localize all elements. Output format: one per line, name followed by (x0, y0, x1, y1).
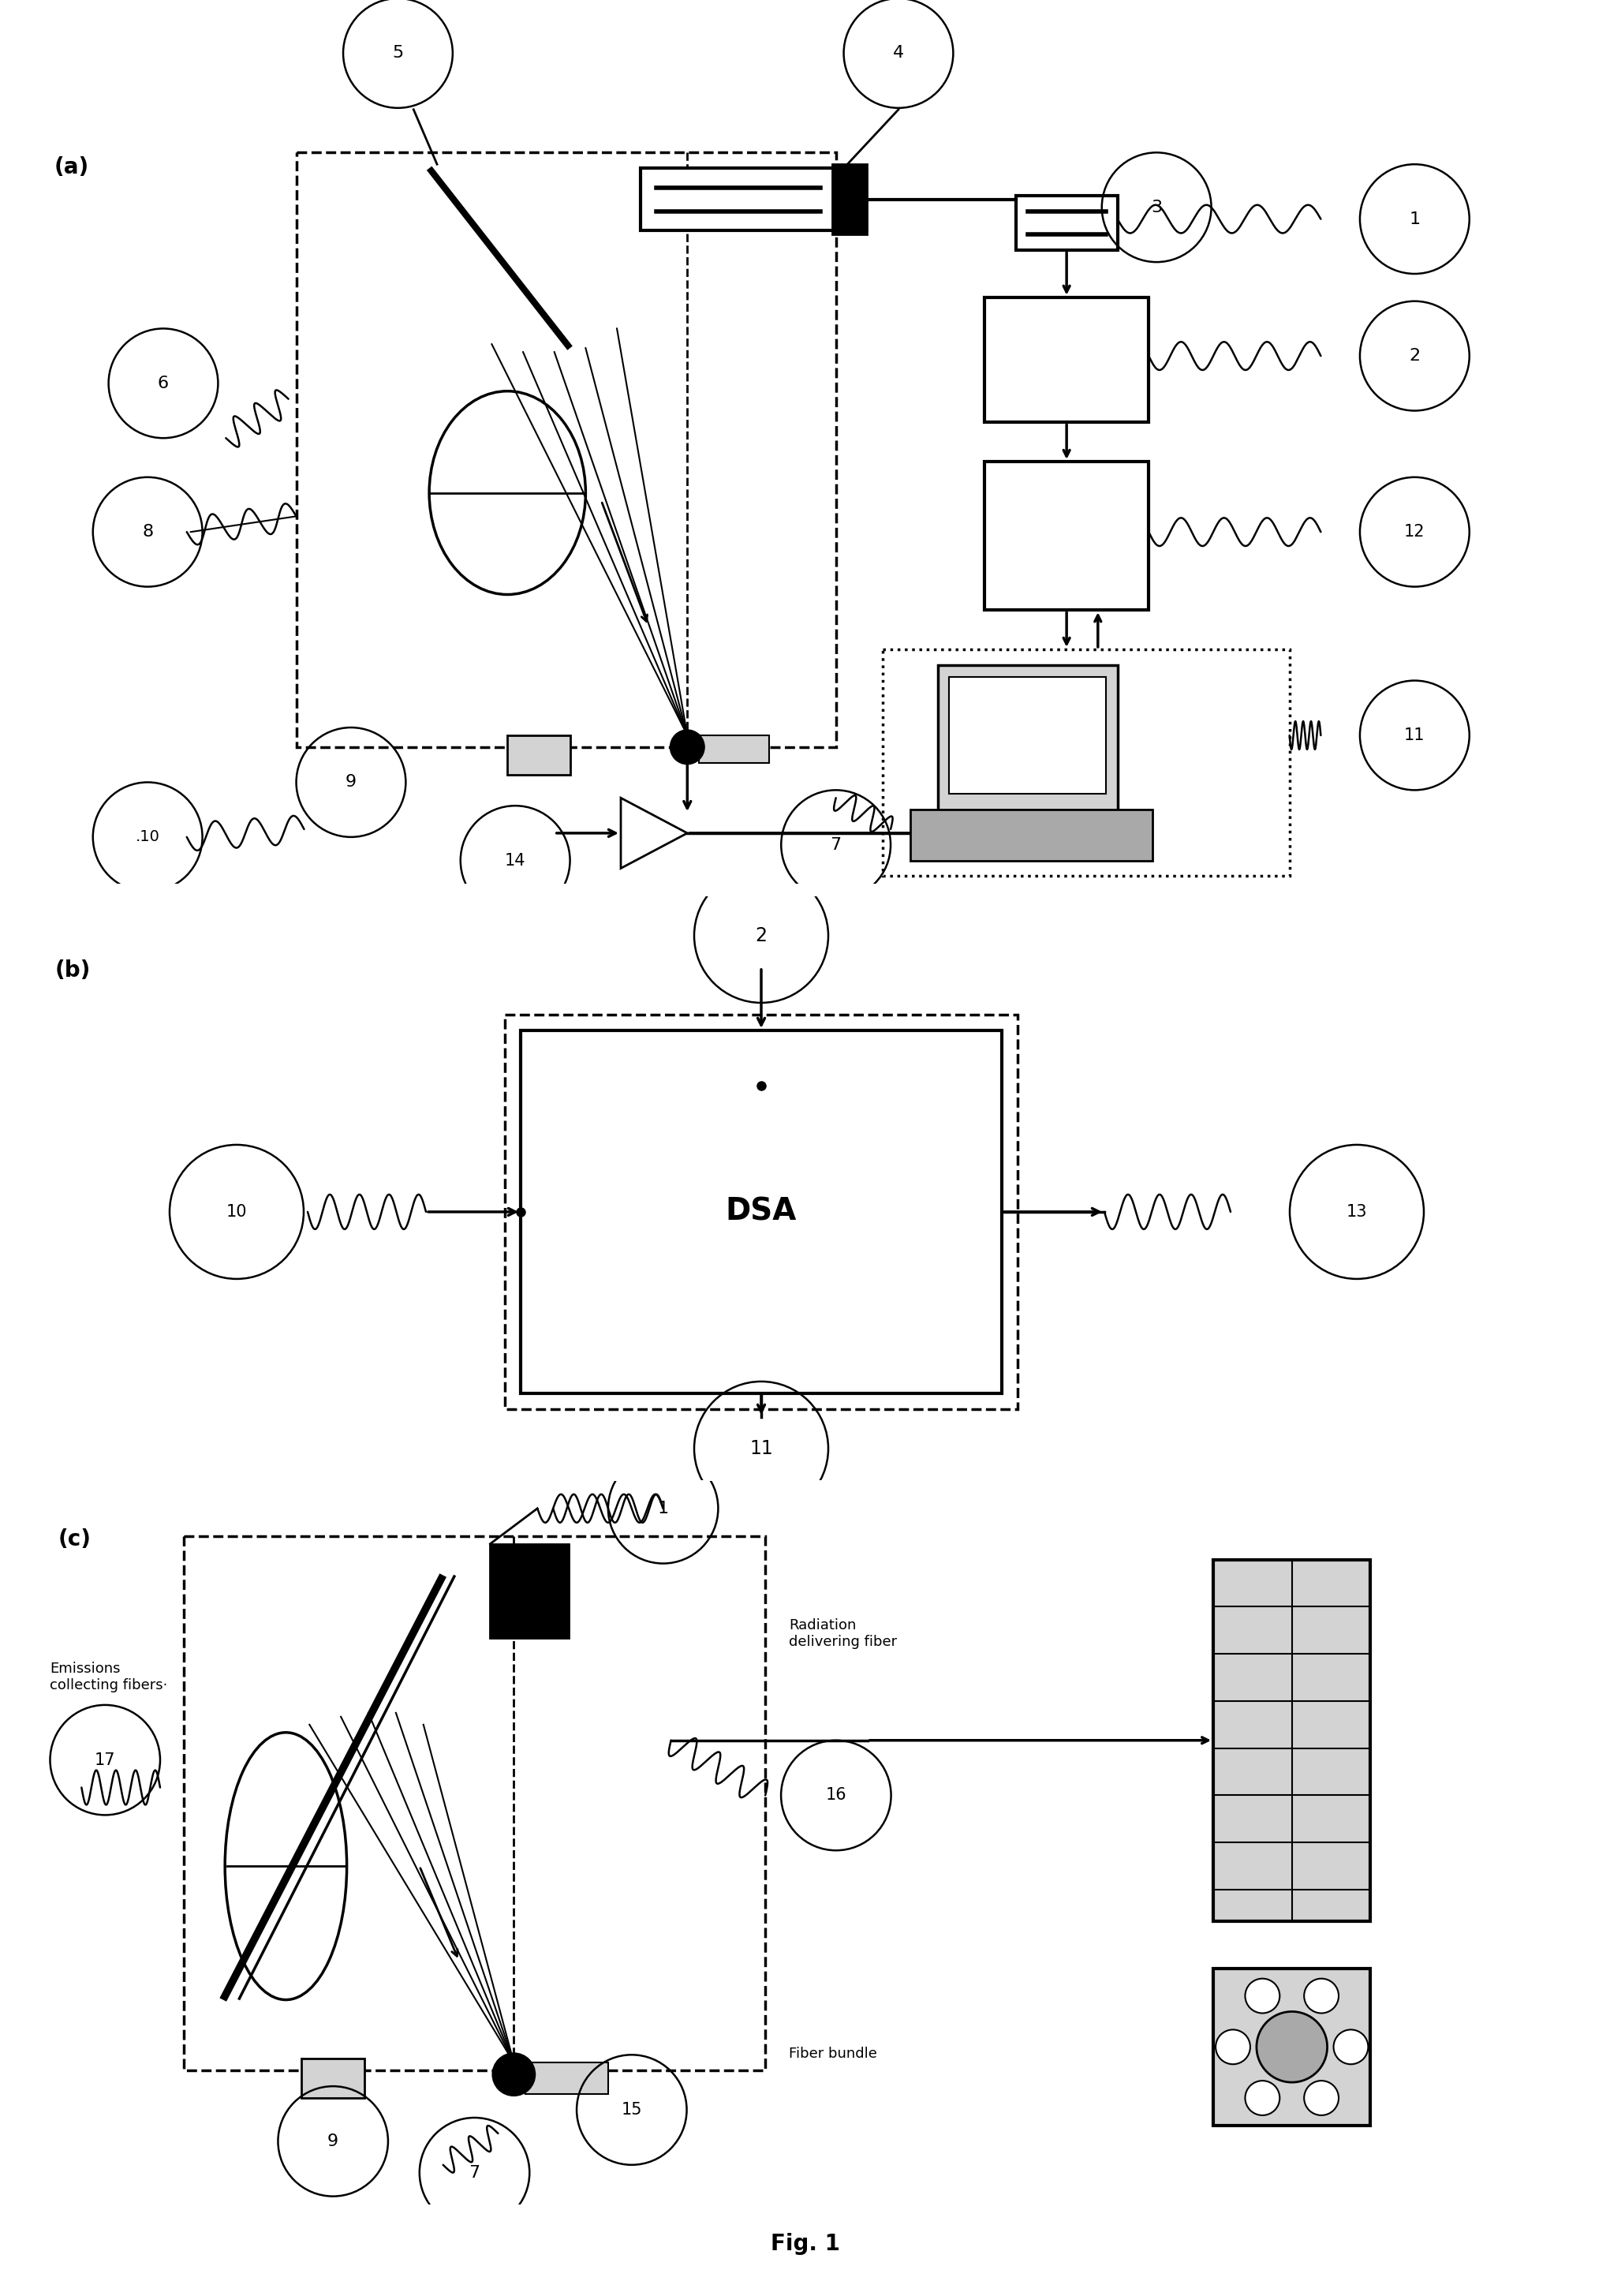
Bar (882, 650, 1290, 877)
Circle shape (1304, 2080, 1338, 2115)
Circle shape (1304, 1979, 1338, 2014)
Text: 1: 1 (657, 1502, 668, 1515)
Text: 4: 4 (894, 46, 905, 62)
Text: .10: .10 (135, 829, 159, 845)
Circle shape (670, 730, 705, 765)
Text: 2: 2 (1409, 349, 1420, 363)
Text: Fig. 1: Fig. 1 (770, 2232, 840, 2255)
Bar (1016, 195, 1117, 250)
Text: 17: 17 (95, 1752, 116, 1768)
Bar (641, 168, 836, 232)
Bar (832, 165, 868, 234)
Bar (507, 735, 570, 774)
Circle shape (1256, 2011, 1327, 2082)
Text: Emissions
collecting fibers·: Emissions collecting fibers· (50, 1662, 167, 1692)
Bar (520, 1031, 1001, 1394)
Text: (a): (a) (53, 156, 89, 179)
Text: 5: 5 (393, 46, 404, 62)
Text: (b): (b) (55, 960, 92, 980)
Bar (1214, 1968, 1370, 2126)
Circle shape (1245, 1979, 1280, 2014)
Text: 15: 15 (621, 2101, 642, 2117)
Text: 6: 6 (158, 377, 169, 390)
Circle shape (1333, 2030, 1368, 2064)
Circle shape (491, 2053, 536, 2096)
Text: 2: 2 (755, 925, 766, 946)
Bar (937, 666, 1117, 813)
Text: 11: 11 (1404, 728, 1425, 744)
Text: 11: 11 (750, 1440, 773, 1458)
Text: 14: 14 (506, 852, 526, 868)
Text: 9: 9 (346, 774, 356, 790)
Text: (c): (c) (58, 1529, 92, 1550)
Bar (910, 810, 1153, 861)
Bar (699, 735, 770, 762)
Text: 9: 9 (327, 2133, 338, 2149)
Text: 7: 7 (831, 838, 842, 852)
Bar (950, 677, 1106, 794)
Ellipse shape (225, 1733, 346, 2000)
Text: Fiber bundle: Fiber bundle (789, 2048, 877, 2062)
Text: 7: 7 (469, 2165, 480, 2181)
Bar (489, 1543, 568, 1637)
Text: 1: 1 (1409, 211, 1420, 227)
Polygon shape (621, 799, 687, 868)
Text: Radiation
delivering fiber: Radiation delivering fiber (789, 1619, 897, 1649)
Text: DSA: DSA (726, 1196, 797, 1226)
Bar (296, 152, 836, 746)
Text: 10: 10 (225, 1203, 246, 1219)
Bar (1214, 1559, 1370, 1922)
Bar (506, 1015, 1018, 1410)
Bar (184, 1536, 765, 2071)
Text: 16: 16 (826, 1789, 847, 1802)
Circle shape (1245, 2080, 1280, 2115)
Bar (301, 2060, 364, 2099)
Text: 8: 8 (142, 523, 153, 540)
Ellipse shape (430, 390, 586, 595)
Bar (525, 2062, 609, 2094)
Circle shape (1216, 2030, 1251, 2064)
Text: 12: 12 (1404, 523, 1425, 540)
Text: 3: 3 (1151, 200, 1162, 216)
Bar (984, 461, 1148, 611)
Bar (984, 296, 1148, 422)
Text: 13: 13 (1346, 1203, 1367, 1219)
